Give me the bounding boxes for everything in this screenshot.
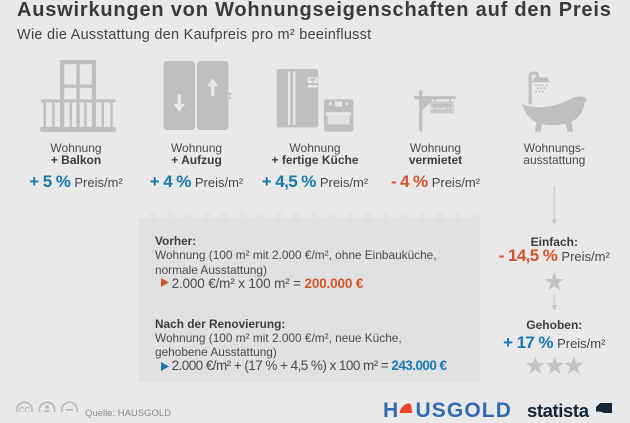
svg-text:CC: CC — [19, 406, 31, 412]
svg-text:VERMIETET: VERMIETET — [431, 106, 454, 111]
